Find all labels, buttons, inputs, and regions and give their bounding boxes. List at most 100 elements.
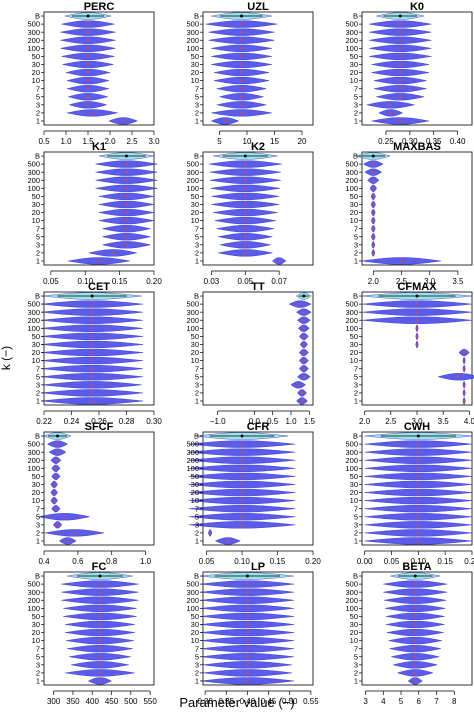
y-tick-label: B — [194, 152, 199, 161]
y-tick-label: 50 — [32, 472, 40, 481]
y-tick-label: 50 — [191, 52, 199, 61]
y-tick-label: 3 — [354, 520, 358, 529]
x-tick-label: 1.5 — [304, 417, 316, 426]
bootstrap-point — [240, 14, 243, 18]
x-tick-label: 0.0 — [249, 417, 261, 426]
median-marker — [302, 319, 305, 322]
y-tick-label: 7 — [36, 224, 40, 233]
y-tick-label: 10 — [350, 76, 358, 85]
y-tick-label: 300 — [186, 28, 199, 37]
median-marker — [240, 483, 244, 486]
y-tick-label: 20 — [32, 628, 40, 637]
median-marker — [86, 79, 90, 82]
y-tick-label: 2 — [354, 668, 358, 677]
y-tick-label: 2 — [36, 108, 40, 117]
x-tick-label: 8 — [452, 697, 457, 706]
x-tick-label: 1.0 — [60, 137, 72, 146]
x-tick-label: 0.24 — [64, 417, 80, 426]
median-marker — [372, 195, 375, 198]
median-marker — [98, 599, 102, 602]
panel-title: TT — [251, 281, 265, 293]
median-marker — [244, 187, 247, 190]
y-tick-label: 300 — [345, 588, 358, 597]
x-tick-label: 0.07 — [271, 277, 287, 286]
y-tick-label: 2 — [36, 248, 40, 257]
median-marker — [125, 227, 128, 230]
median-marker — [98, 639, 102, 642]
bootstrap-point — [413, 574, 417, 578]
y-tick-label: B — [353, 12, 358, 21]
median-marker — [415, 335, 419, 338]
y-tick-label: 100 — [186, 324, 199, 333]
panel-frame — [202, 571, 314, 686]
median-marker — [246, 663, 249, 666]
y-tick-label: 3 — [354, 660, 358, 669]
y-tick-label: 20 — [191, 488, 199, 497]
x-tick-label: 3 — [363, 697, 368, 706]
x-tick-label: 0.40 — [240, 697, 256, 706]
y-tick-label: 5 — [195, 652, 199, 661]
median-marker — [208, 531, 212, 534]
median-marker — [399, 23, 402, 26]
y-tick-label: 200 — [27, 596, 40, 605]
median-marker — [240, 491, 244, 494]
bootstrap-point — [56, 434, 60, 438]
y-tick-label: 10 — [191, 496, 199, 505]
x-tick-label: 0.45 — [261, 697, 277, 706]
y-tick-label: 100 — [186, 184, 199, 193]
y-tick-label: 20 — [350, 348, 358, 357]
y-tick-label: 3 — [354, 100, 358, 109]
median-marker — [399, 63, 402, 66]
y-tick-label: 100 — [186, 464, 199, 473]
x-tick-label: 400 — [86, 697, 100, 706]
panel-title: UZL — [247, 1, 269, 13]
panel-title: SFCF — [85, 421, 114, 433]
y-tick-label: 5 — [195, 92, 199, 101]
y-tick-label: 7 — [354, 84, 358, 93]
y-tick-label: 2 — [195, 528, 199, 537]
median-marker — [246, 615, 249, 618]
median-marker — [91, 311, 94, 314]
median-marker — [66, 539, 69, 543]
median-marker — [125, 243, 128, 246]
y-tick-label: 20 — [32, 68, 40, 77]
median-marker — [122, 119, 125, 123]
y-tick-label: 30 — [191, 340, 199, 349]
x-tick-label: 1.0 — [285, 417, 297, 426]
median-marker — [417, 523, 420, 526]
median-marker — [240, 499, 244, 502]
x-tick-label: 3.5 — [438, 417, 450, 426]
y-tick-label: 7 — [195, 364, 199, 373]
x-tick-label: 0.15 — [437, 557, 453, 566]
y-tick-label: 200 — [186, 596, 199, 605]
median-marker — [91, 359, 94, 362]
y-tick-label: 5 — [195, 512, 199, 521]
y-tick-label: 10 — [191, 636, 199, 645]
y-tick-label: 10 — [191, 216, 199, 225]
median-marker — [240, 31, 243, 34]
median-marker — [240, 39, 243, 42]
y-tick-label: B — [194, 572, 199, 581]
median-marker — [417, 443, 420, 446]
x-tick-label: 1.5 — [82, 137, 94, 146]
y-tick-label: 500 — [186, 440, 199, 449]
y-tick-label: 200 — [186, 36, 199, 45]
median-marker — [414, 679, 417, 683]
panel-frame — [361, 571, 473, 686]
panel-frame — [43, 151, 155, 266]
x-tick-label: 0.20 — [305, 557, 321, 566]
x-tick-label: 3.0 — [411, 417, 423, 426]
y-tick-label: 7 — [354, 364, 358, 373]
median-marker — [415, 327, 419, 330]
y-tick-label: 50 — [191, 192, 199, 201]
median-marker — [463, 391, 466, 394]
y-tick-label: 50 — [32, 612, 40, 621]
y-tick-label: 1 — [36, 117, 40, 126]
median-marker — [91, 335, 94, 338]
y-tick-label: 1 — [354, 117, 358, 126]
median-marker — [414, 599, 417, 602]
y-tick-label: B — [194, 432, 199, 441]
median-marker — [302, 311, 305, 314]
median-marker — [240, 111, 243, 114]
